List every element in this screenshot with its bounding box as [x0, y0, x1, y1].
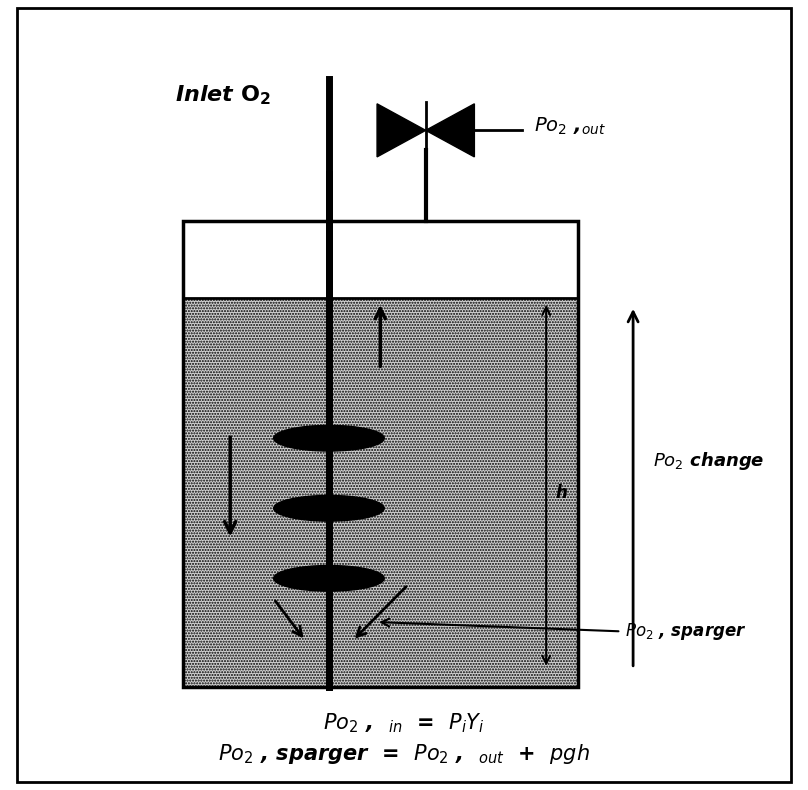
- Text: $Po_2$ ,  $_{in}$  =  $P_i Y_i$: $Po_2$ , $_{in}$ = $P_i Y_i$: [323, 711, 485, 735]
- Ellipse shape: [274, 495, 385, 521]
- Text: h: h: [556, 483, 567, 502]
- Polygon shape: [426, 103, 474, 157]
- Ellipse shape: [274, 425, 385, 451]
- Bar: [183, 221, 578, 298]
- Text: $Po_2$ change: $Po_2$ change: [653, 450, 764, 472]
- Bar: [183, 298, 578, 687]
- Text: Inlet $\mathbf{O_2}$: Inlet $\mathbf{O_2}$: [175, 83, 271, 107]
- Bar: [183, 221, 578, 687]
- Text: $Po_2$ , sparger: $Po_2$ , sparger: [625, 621, 747, 641]
- Ellipse shape: [274, 566, 385, 591]
- Text: $Po_2$ , sparger  =  $Po_2$ ,  $_{out}$  +  $pgh$: $Po_2$ , sparger = $Po_2$ , $_{out}$ + $…: [218, 743, 590, 766]
- Text: $Po_2$ ,$_{out}$: $Po_2$ ,$_{out}$: [533, 116, 606, 137]
- Polygon shape: [377, 103, 426, 157]
